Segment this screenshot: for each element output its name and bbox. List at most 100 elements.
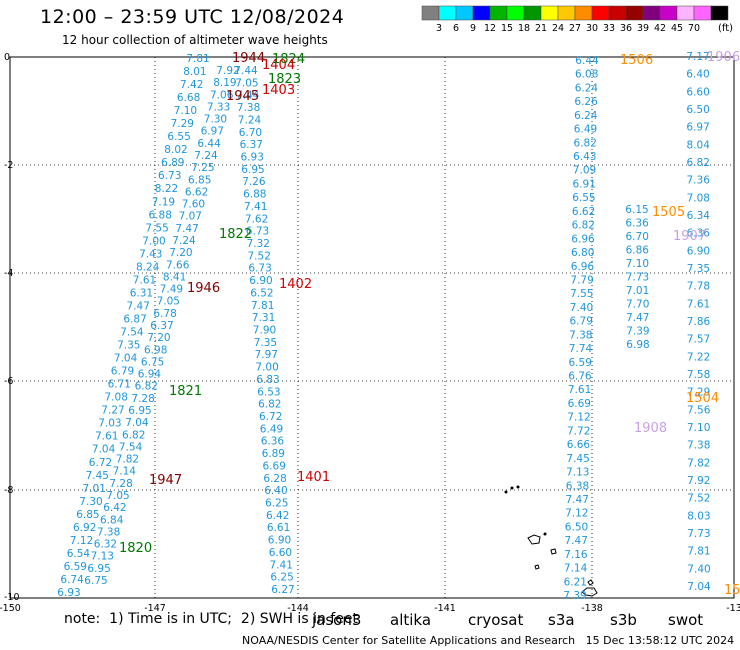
- wave-height-value: 6.75: [84, 575, 107, 587]
- wave-height-value: 6.50: [565, 521, 588, 533]
- map-frame: [9, 56, 735, 599]
- wave-height-value: 7.79: [570, 275, 593, 287]
- wave-height-value: 8.22: [155, 183, 178, 195]
- wave-height-value: 7.47: [127, 301, 150, 313]
- legend-value-label: 12: [484, 23, 496, 34]
- color-legend-swatches: [421, 5, 729, 21]
- pass-time-label: 1824: [272, 52, 305, 67]
- wave-height-value: 6.69: [568, 398, 591, 410]
- wave-height-value: 7.47: [566, 494, 589, 506]
- wave-height-value: 7.01: [626, 285, 649, 297]
- wave-height-value: 6.94: [138, 369, 162, 381]
- wave-height-value: 7.28: [131, 393, 154, 405]
- pass-time-label: 1504: [686, 391, 719, 406]
- wave-height-value: 7.10: [174, 105, 197, 117]
- island-markers: [504, 485, 598, 597]
- sat-s3b: s3b: [610, 611, 637, 629]
- wave-height-value: 6.69: [263, 460, 286, 472]
- wave-height-value: 7.38: [237, 102, 260, 114]
- wave-height-value: 6.73: [246, 226, 269, 238]
- wave-height-value: 6.98: [144, 344, 167, 356]
- wave-height-value: 8.02: [164, 144, 187, 156]
- wave-height-value: 7.44: [234, 65, 258, 77]
- legend-swatch: [472, 5, 491, 21]
- wave-height-value: 6.93: [57, 587, 80, 599]
- wave-height-value: 6.44: [197, 138, 221, 150]
- wave-height-value: 6.73: [248, 263, 271, 275]
- legend-value-label: 42: [654, 23, 666, 34]
- y-tick-label: -4: [4, 268, 13, 279]
- pass-time-label: 15: [724, 583, 740, 598]
- wave-height-value: 7.73: [687, 528, 710, 540]
- wave-height-value: 7.19: [152, 196, 175, 208]
- wave-height-value: 7.43: [139, 248, 162, 260]
- wave-height-value: 7.14: [113, 466, 137, 478]
- sat-swot: swot: [668, 611, 704, 629]
- wave-height-value: 6.98: [626, 339, 649, 351]
- wave-height-value: 6.90: [687, 245, 710, 257]
- wave-height-value: 7.39: [626, 326, 649, 338]
- wave-height-value: 6.85: [188, 174, 211, 186]
- wave-height-value: 7.38: [687, 440, 710, 452]
- wave-height-value: 6.97: [686, 122, 709, 134]
- footer-note: note: 1) Time is in UTC; 2) SWH is in fe…: [64, 611, 358, 627]
- wave-height-value: 6.62: [572, 206, 595, 218]
- legend-swatch: [438, 5, 457, 21]
- wave-height-value: 7.61: [133, 274, 156, 286]
- wave-height-value: 7.82: [687, 457, 710, 469]
- wave-height-value: 7.55: [145, 222, 168, 234]
- wave-height-value: 7.00: [255, 362, 278, 374]
- color-legend-unit: (ft): [718, 23, 733, 34]
- legend-value-label: 39: [637, 23, 649, 34]
- wave-height-value: 7.13: [566, 467, 589, 479]
- island-dot: [543, 532, 547, 536]
- wave-height-value: 6.08: [575, 69, 598, 81]
- wave-height-value: 7.38: [569, 329, 592, 341]
- wave-height-value: 6.83: [256, 374, 279, 386]
- wave-height-value: 6.66: [567, 439, 591, 451]
- wave-height-value: 6.68: [177, 92, 200, 104]
- wave-height-value: 6.25: [265, 498, 288, 510]
- legend-value-label: 30: [586, 23, 598, 34]
- x-tick-label: -141: [434, 603, 456, 614]
- wave-height-value: 7.54: [120, 327, 144, 339]
- legend-value-label: 6: [453, 23, 459, 34]
- wave-height-value: 6.84: [100, 514, 124, 526]
- wave-height-value: 7.41: [244, 201, 267, 213]
- wave-height-value: 7.62: [245, 213, 268, 225]
- wave-height-value: 6.96: [571, 233, 595, 245]
- wave-height-value: 6.60: [686, 86, 709, 98]
- wave-height-value: 7.39: [563, 590, 586, 602]
- island-dot: [510, 486, 514, 490]
- wave-height-value: 6.32: [94, 539, 117, 551]
- wave-height-value: 7.17: [686, 51, 709, 63]
- wave-height-value: 6.86: [626, 245, 650, 257]
- wave-height-value: 7.52: [248, 250, 271, 262]
- wave-height-value: 6.91: [573, 179, 596, 191]
- pass-time-label: 1822: [219, 227, 252, 242]
- wave-height-value: 6.82: [574, 137, 597, 149]
- legend-value-label: 18: [518, 23, 530, 34]
- wave-height-value: 7.24: [238, 114, 262, 126]
- wave-height-value: 7.52: [687, 493, 710, 505]
- wave-height-value: 6.82: [572, 220, 595, 232]
- wave-height-value: 7.10: [626, 258, 649, 270]
- wave-height-value: 7.30: [79, 496, 102, 508]
- wave-height-value: 7.40: [687, 563, 710, 575]
- wave-height-value: 7.01: [83, 483, 106, 495]
- pass-time-label: 1945: [226, 89, 259, 104]
- wave-height-value: 8.04: [687, 139, 711, 151]
- wave-height-value: 7.40: [570, 302, 593, 314]
- wave-height-value: 6.54: [67, 548, 91, 560]
- x-tick-label: -144: [287, 603, 309, 614]
- legend-swatch: [421, 5, 440, 21]
- wave-height-value: 7.86: [687, 316, 711, 328]
- wave-height-value: 7.45: [86, 470, 109, 482]
- wave-height-value: 7.05: [106, 490, 129, 502]
- pass-time-label: 1823: [268, 72, 301, 87]
- wave-height-value: 7.60: [182, 199, 205, 211]
- wave-height-value: 7.04: [114, 353, 138, 365]
- wave-height-value: 6.71: [108, 379, 131, 391]
